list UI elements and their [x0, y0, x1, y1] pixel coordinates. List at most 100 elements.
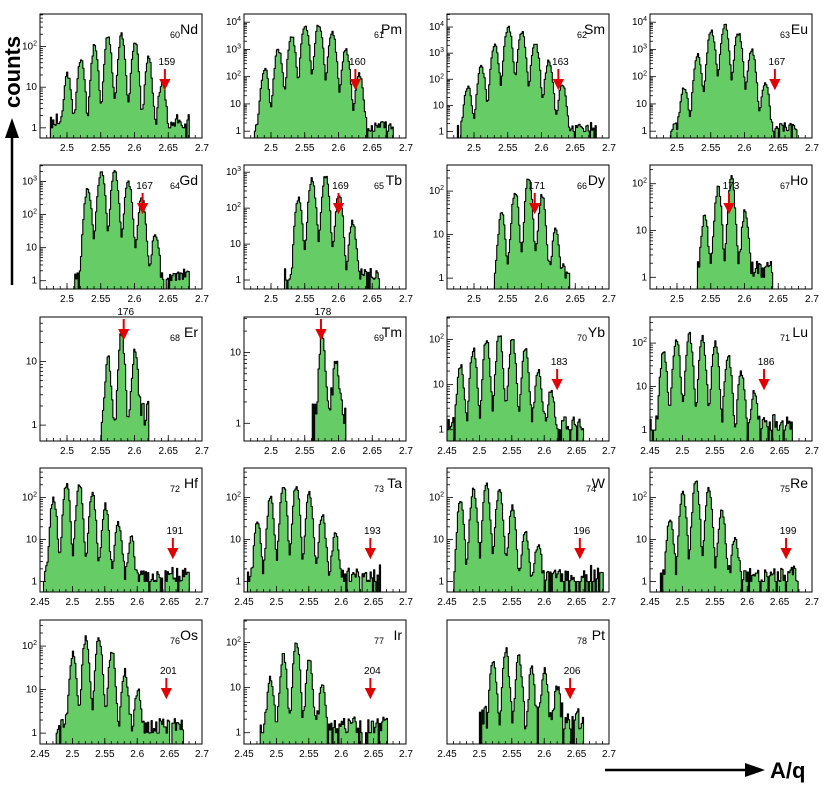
- histogram-os: [39, 635, 203, 745]
- y-tick-label: 103: [632, 43, 647, 55]
- x-axis-title-group: A/q: [605, 758, 805, 783]
- y-tick-label: 103: [226, 166, 241, 178]
- y-tick-label: 10: [636, 382, 648, 393]
- x-tick-label: 2.65: [567, 597, 587, 608]
- x-tick-label: 2.7: [602, 597, 616, 608]
- arrow-head: [552, 79, 564, 91]
- x-tick-label: 2.6: [130, 749, 144, 760]
- x-tick-label: 2.6: [535, 143, 549, 154]
- plot-frame: [39, 619, 203, 745]
- element-label: Ir: [393, 627, 402, 643]
- x-tick-label: 2.7: [195, 749, 209, 760]
- histogram-re: [649, 480, 813, 593]
- y-tick-label: 104: [632, 16, 647, 28]
- element-label: Lu: [792, 324, 808, 340]
- x-tick-label: 2.65: [770, 446, 790, 457]
- y-tick-label: 102: [22, 209, 37, 221]
- x-tick-label: 2.65: [159, 294, 179, 305]
- x-tick-label: 2.5: [65, 749, 79, 760]
- atomic-number-label: 74: [586, 484, 596, 494]
- y-tick-label: 102: [632, 178, 647, 190]
- mass-label: 169: [332, 181, 349, 192]
- panel-er: 2.5 2.55 2.6 2.65 2.7 1 10 Er 68 176: [26, 307, 210, 457]
- arrow-head: [349, 79, 361, 91]
- atomic-number-label: 65: [374, 181, 384, 191]
- y-tick-label: 1: [235, 418, 241, 429]
- y-tick-label: 103: [22, 176, 37, 188]
- y-tick-label: 102: [429, 73, 444, 85]
- plot-frame: [446, 316, 610, 442]
- panel-ir: 2.45 2.5 2.55 2.6 2.65 2.7 1 10 102 Ir 77 204: [226, 619, 413, 760]
- plot-frame: [39, 467, 203, 593]
- x-tick-label: 2.7: [195, 446, 209, 457]
- x-tick-label: 2.6: [740, 446, 754, 457]
- element-label: Nd: [180, 21, 198, 37]
- x-tick-label: 2.65: [769, 294, 789, 305]
- atomic-number-label: 77: [374, 636, 384, 646]
- x-tick-label: 2.7: [399, 597, 413, 608]
- x-tick-label: 2.55: [498, 294, 518, 305]
- histogram-er: [39, 333, 203, 442]
- mass-label: 171: [528, 181, 545, 192]
- x-tick-label: 2.6: [738, 294, 752, 305]
- x-tick-label: 2.55: [705, 597, 725, 608]
- arrow-head: [364, 688, 376, 700]
- plot-frame: [649, 316, 813, 442]
- atomic-number-label: 68: [170, 333, 180, 343]
- y-tick-label: 102: [429, 334, 444, 346]
- histogram-ta: [243, 486, 407, 593]
- mass-label: 167: [769, 57, 786, 68]
- plot-frame: [446, 619, 610, 745]
- x-tick-label: 2.55: [701, 294, 721, 305]
- x-tick-label: 2.65: [769, 143, 789, 154]
- arrow-head: [529, 203, 541, 215]
- x-tick-label: 2.7: [195, 143, 209, 154]
- x-tick-label: 2.65: [159, 143, 179, 154]
- y-tick-label: 102: [226, 71, 241, 83]
- x-tick-label: 2.55: [295, 294, 315, 305]
- x-tick-label: 2.5: [675, 446, 689, 457]
- histogram-pt: [446, 647, 610, 745]
- x-tick-label: 2.5: [60, 143, 74, 154]
- mass-label: 206: [564, 666, 581, 677]
- element-label: Yb: [588, 324, 605, 340]
- x-tick-label: 2.45: [640, 597, 660, 608]
- x-tick-label: 2.55: [295, 143, 315, 154]
- mass-label: 163: [552, 57, 569, 68]
- x-tick-label: 2.65: [363, 446, 383, 457]
- element-label: Os: [180, 627, 198, 643]
- atomic-number-label: 66: [577, 181, 587, 191]
- x-tick-label: 2.55: [91, 446, 111, 457]
- x-tick-label: 2.7: [602, 294, 616, 305]
- arrow-head: [159, 79, 171, 91]
- plot-frame: [649, 467, 813, 593]
- y-tick-label: 10: [636, 534, 648, 545]
- panel-hf: 2.45 2.5 2.55 2.6 2.65 2.7 1 10 102 Hf 72 191: [22, 467, 209, 608]
- y-tick-label: 102: [22, 41, 37, 53]
- histogram-pm: [243, 24, 407, 139]
- x-tick-label: 2.65: [364, 597, 384, 608]
- x-tick-label: 2.7: [602, 749, 616, 760]
- x-tick-label: 2.45: [30, 749, 50, 760]
- histogram-eu: [649, 23, 813, 139]
- x-tick-label: 2.45: [437, 446, 457, 457]
- mass-label: 167: [136, 181, 153, 192]
- arrow-head: [574, 548, 586, 560]
- atomic-number-label: 69: [374, 333, 384, 343]
- x-tick-label: 2.55: [502, 446, 522, 457]
- y-axis-title-group: counts: [0, 36, 25, 285]
- y-tick-label: 10: [636, 99, 648, 110]
- x-tick-label: 2.55: [502, 749, 522, 760]
- y-axis-arrow-head: [5, 118, 19, 138]
- mass-label: 204: [364, 666, 381, 677]
- arrow-head: [332, 203, 345, 215]
- y-tick-label: 1: [235, 126, 241, 137]
- mass-label: 160: [349, 57, 366, 68]
- x-tick-label: 2.7: [195, 597, 209, 608]
